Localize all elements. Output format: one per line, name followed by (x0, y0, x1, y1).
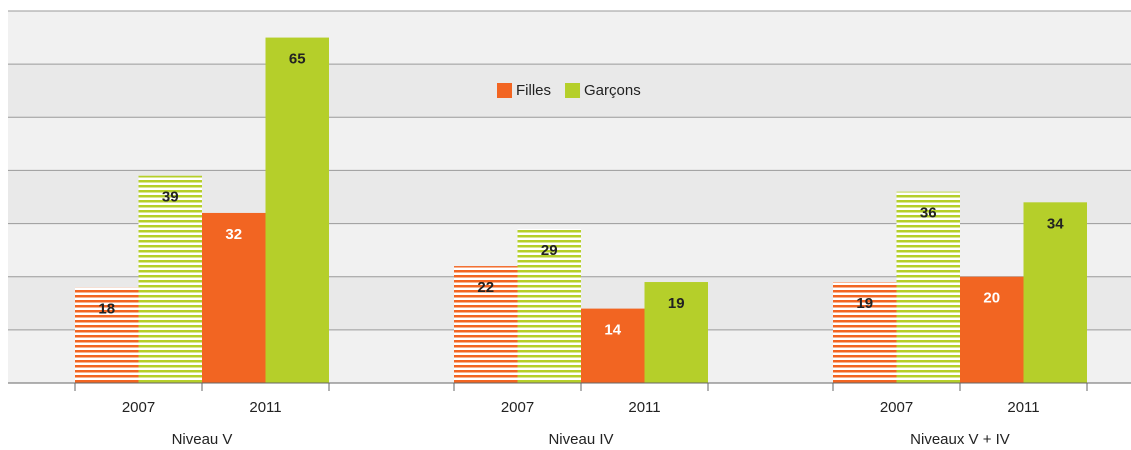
bar (896, 191, 960, 383)
bar (138, 175, 202, 383)
x-tick-label: 2007 (501, 399, 534, 416)
value-label: 22 (477, 279, 494, 296)
x-tick-label: 2011 (1007, 399, 1039, 416)
value-label: 19 (856, 295, 873, 312)
legend-swatch (565, 83, 581, 98)
x-tick-label: 2011 (628, 399, 660, 416)
group-label: Niveaux V + IV (910, 431, 1010, 448)
bar (581, 308, 645, 383)
group-label: Niveau V (172, 431, 233, 448)
value-label: 36 (920, 205, 937, 222)
group-label: Niveau IV (548, 431, 613, 448)
x-tick-label: 2007 (122, 399, 155, 416)
value-label: 18 (98, 300, 115, 317)
band (8, 11, 1131, 65)
x-tick-label: 2007 (880, 399, 913, 416)
value-label: 19 (668, 295, 685, 312)
x-tick-label: 2011 (249, 399, 281, 416)
bar (265, 37, 329, 383)
bar (833, 282, 897, 383)
bar (454, 266, 518, 383)
band (8, 117, 1131, 171)
value-label: 65 (289, 51, 306, 68)
value-label: 32 (225, 226, 242, 243)
bar (644, 282, 708, 383)
value-label: 39 (162, 189, 179, 206)
value-label: 29 (541, 242, 558, 259)
value-label: 34 (1047, 215, 1064, 232)
bar (75, 287, 139, 383)
bar (202, 212, 266, 383)
legend-swatch (497, 83, 512, 98)
value-label: 14 (604, 322, 621, 339)
bar (517, 228, 581, 383)
bar (960, 276, 1024, 383)
bar (1023, 202, 1087, 383)
legend-label: Filles (516, 82, 551, 99)
value-label: 20 (983, 290, 1000, 307)
legend-label: Garçons (584, 82, 641, 99)
